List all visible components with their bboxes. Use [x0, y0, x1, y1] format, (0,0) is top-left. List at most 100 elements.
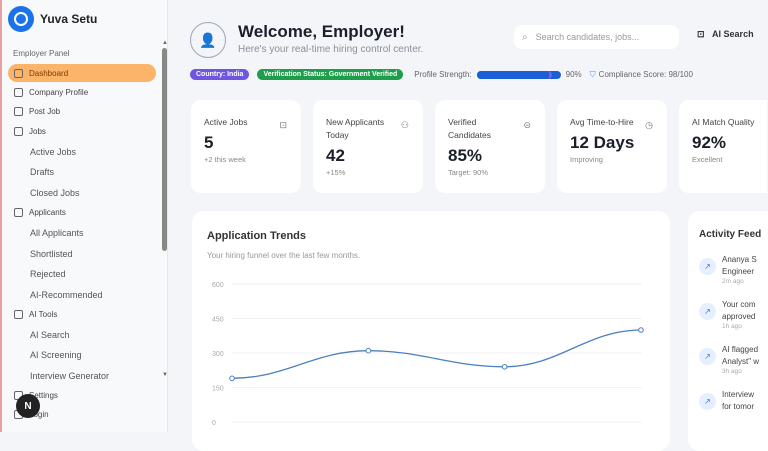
sidebar-item-label: AI Tools	[29, 309, 58, 319]
building-icon	[14, 87, 23, 97]
application-trends-card: Application Trends Your hiring funnel ov…	[192, 211, 670, 451]
feed-title: Activity Feed	[699, 229, 762, 240]
compliance-score: Compliance Score: 98/100	[598, 70, 693, 79]
stat-label: AI Match Quality	[692, 117, 755, 127]
sidebar-nav: Dashboard Company Profile Post Job Jobs …	[8, 64, 156, 425]
sidebar-item-jobs[interactable]: Jobs	[8, 122, 156, 140]
activity-feed-card: Activity Feed ↗ Ananya S Engineer 2m ago ↗ Yo…	[688, 211, 768, 451]
sidebar-item-label: Dashboard	[29, 68, 69, 78]
feed-time: 3h ago	[722, 368, 742, 375]
feed-time: 1h ago	[722, 323, 742, 330]
sidebar-item-closed-jobs[interactable]: Closed Jobs	[30, 188, 80, 199]
data-point[interactable]	[365, 347, 372, 354]
profile-strength-bar	[476, 70, 561, 79]
profile-strength-fill	[476, 70, 553, 79]
stat-card-ai-match: AI Match Quality 92% Excellent	[679, 100, 767, 193]
data-point[interactable]	[638, 327, 644, 333]
stat-card-active-jobs: Active Jobs ⊡ 5 +2 this week	[191, 100, 301, 193]
feed-item[interactable]: ↗ Interview for tomor	[699, 389, 768, 413]
y-tick-label: 450	[212, 317, 224, 324]
briefcase-icon: ⊡	[279, 120, 287, 130]
feed-text: Engineer	[722, 267, 755, 276]
feed-time: 2m ago	[722, 278, 744, 285]
sidebar-item-all-applicants[interactable]: All Applicants	[30, 228, 84, 239]
ai-search-button[interactable]: ⊡ AI Search	[697, 29, 754, 40]
stat-label: Verified Candidates	[448, 117, 492, 140]
feed-text: AI flagged	[722, 345, 759, 354]
data-point[interactable]	[501, 364, 508, 370]
stat-value: 42	[326, 146, 345, 165]
trend-icon: ↗	[699, 258, 716, 275]
panel-label: Employer Panel	[13, 49, 70, 58]
sidebar-scrollbar[interactable]	[162, 48, 167, 251]
scroll-up-arrow[interactable]: ▲	[162, 40, 168, 46]
logo-icon	[8, 6, 34, 32]
dev-badge[interactable]: N	[16, 394, 40, 418]
line-chart: 600 450 300 150 0	[212, 282, 644, 427]
sidebar-item-ai-screening[interactable]: AI Screening	[30, 350, 82, 361]
sidebar-item-label: Settings	[29, 390, 58, 400]
sidebar-item-ai-recommended[interactable]: AI-Recommended	[30, 289, 103, 300]
feed-item[interactable]: ↗ Your com approved 1h ago	[699, 299, 768, 330]
robot-icon	[14, 309, 23, 319]
users-icon: ⚇	[400, 120, 409, 130]
robot-icon: ⊡	[697, 29, 713, 39]
user-avatar-icon[interactable]: 👤	[190, 22, 226, 58]
sidebar-item-active-jobs[interactable]: Active Jobs	[30, 146, 77, 157]
series-line	[231, 329, 642, 379]
stat-value: 92%	[692, 133, 727, 152]
stat-value: 85%	[448, 146, 483, 165]
feed-text: Ananya S	[722, 255, 757, 264]
chart-subtitle: Your hiring funnel over the last few mon…	[207, 251, 361, 260]
chart-title: Application Trends	[207, 230, 307, 242]
search-input[interactable]: ⌕ Search candidates, jobs...	[514, 25, 679, 49]
stat-value: 5	[204, 133, 214, 152]
sidebar-item-applicants[interactable]: Applicants	[8, 203, 156, 221]
sidebar-item-dashboard[interactable]: Dashboard	[8, 64, 156, 82]
stat-label: Active Jobs	[204, 117, 248, 127]
stat-note: Excellent	[692, 155, 723, 164]
stat-note: +15%	[326, 168, 346, 177]
ai-search-label: AI Search	[712, 29, 754, 39]
sidebar-item-interview-generator[interactable]: Interview Generator	[30, 370, 110, 381]
sidebar-item-label: Post Job	[29, 107, 61, 117]
stat-note: Improving	[570, 155, 603, 164]
stat-note: Target: 90%	[448, 168, 489, 177]
stat-label: Avg Time-to-Hire	[570, 117, 634, 127]
stat-card-time-to-hire: Avg Time-to-Hire ◷ 12 Days Improving	[557, 100, 667, 193]
feed-item[interactable]: ↗ Ananya S Engineer 2m ago	[699, 254, 768, 285]
sidebar-item-post-job[interactable]: Post Job	[8, 103, 156, 121]
sidebar-item-drafts[interactable]: Drafts	[30, 167, 55, 178]
feed-text: Your com	[722, 300, 756, 309]
country-badge: Country: India	[190, 69, 250, 80]
sidebar-item-shortlisted[interactable]: Shortlisted	[30, 248, 73, 259]
stat-note: +2 this week	[204, 155, 246, 164]
trend-icon: ↗	[699, 303, 716, 320]
feed-text: Analyst" w	[722, 357, 760, 366]
trend-icon: ↗	[699, 393, 716, 410]
sidebar-item-ai-tools[interactable]: AI Tools	[8, 305, 156, 323]
shield-icon: ⛉	[589, 69, 596, 79]
profile-strength-label: Profile Strength:	[414, 70, 472, 79]
feed-text: for tomor	[722, 402, 755, 411]
stats-row: Active Jobs ⊡ 5 +2 this week New Applicants…	[191, 100, 767, 193]
sidebar-item-label: Applicants	[29, 207, 66, 217]
sidebar-item-company-profile[interactable]: Company Profile	[8, 83, 156, 101]
data-point[interactable]	[229, 375, 235, 382]
search-placeholder: Search candidates, jobs...	[535, 32, 640, 42]
sidebar: Yuva Setu Employer Panel Dashboard Compa…	[0, 0, 168, 432]
sidebar-item-rejected[interactable]: Rejected	[30, 269, 66, 280]
clock-icon: ◷	[645, 120, 653, 130]
briefcase-icon	[14, 126, 23, 136]
feed-item[interactable]: ↗ AI flagged Analyst" w 3h ago	[699, 344, 768, 375]
stat-card-new-applicants: New Applicants Today ⚇ 42 +15%	[313, 100, 423, 193]
scroll-down-arrow[interactable]: ▼	[162, 372, 168, 378]
profile-strength-value: 90%	[565, 70, 582, 79]
dashboard-icon	[14, 68, 23, 78]
sidebar-item-label: Company Profile	[29, 87, 89, 97]
verification-badge: Verification Status: Government Verified	[257, 69, 404, 80]
main-content: 👤 Welcome, Employer! Here's your real-ti…	[169, 0, 768, 451]
check-circle-icon: ⊝	[523, 120, 531, 130]
sidebar-item-ai-search[interactable]: AI Search	[30, 329, 70, 340]
feed-text: Interview	[722, 390, 755, 399]
